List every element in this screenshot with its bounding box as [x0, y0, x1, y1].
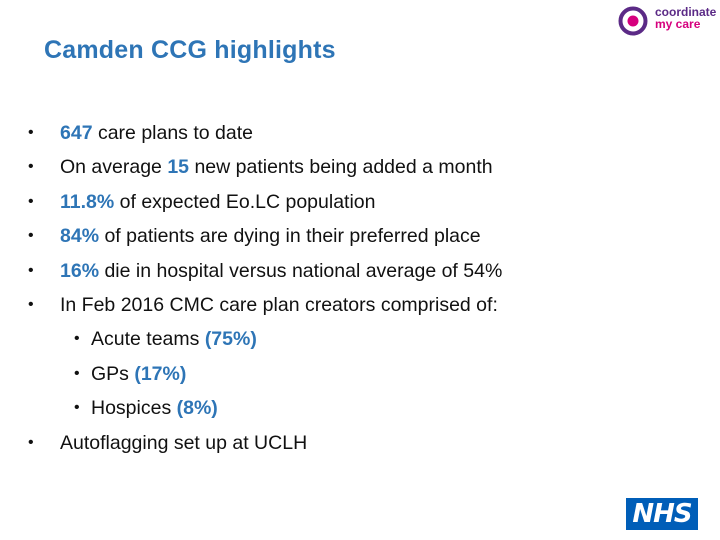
- bullet-text: 16% die in hospital versus national aver…: [60, 257, 502, 285]
- bullet-dot-icon: •: [28, 192, 34, 210]
- highlighted-figure: 15: [167, 156, 190, 179]
- bullet-text: GPs (17%): [91, 360, 186, 388]
- bullet-text: Hospices (8%): [91, 394, 218, 422]
- bullet-dot-icon: •: [74, 364, 80, 382]
- bullet-text-part: In Feb 2016 CMC care plan creators compr…: [60, 293, 498, 316]
- logo-line-1: coordinate: [655, 5, 717, 19]
- bullet-text: In Feb 2016 CMC care plan creators compr…: [60, 291, 498, 319]
- bullet-text-part: of patients are dying in their preferred…: [99, 225, 481, 248]
- bullet-text-part: On average: [60, 156, 168, 179]
- highlighted-figure: 11.8%: [60, 190, 115, 213]
- bullet-text: 647 care plans to date: [60, 119, 253, 147]
- bullet-dot-icon: •: [28, 295, 34, 313]
- bullet-dot-icon: •: [28, 158, 34, 176]
- nhs-logo-icon: NHS: [626, 498, 698, 530]
- bullet-text: 11.8% of expected Eo.LC population: [60, 188, 376, 216]
- bullet-text-part: die in hospital versus national average …: [99, 259, 503, 282]
- bullet-text: 84% of patients are dying in their prefe…: [60, 222, 481, 250]
- bullet-text-part: of expected Eo.LC population: [114, 190, 376, 213]
- coordinate-my-care-logo: coordinate my care: [618, 4, 718, 38]
- bullet-dot-icon: •: [74, 330, 80, 348]
- bullet-dot-icon: •: [28, 261, 34, 279]
- highlighted-figure: 647: [60, 122, 93, 144]
- bullet-text-part: Hospices: [91, 397, 177, 420]
- highlighted-figure: 84%: [60, 225, 100, 248]
- cmc-ring-logo-icon: [618, 6, 648, 36]
- highlighted-figure: (75%): [204, 328, 257, 351]
- highlighted-figure: 16%: [60, 259, 100, 282]
- highlighted-figure: (17%): [134, 362, 187, 385]
- bullet-dot-icon: •: [28, 227, 34, 245]
- bullet-text: Acute teams (75%): [91, 325, 257, 353]
- bullet-text-part: Autoflagging set up at UCLH: [60, 431, 308, 454]
- slide-title: Camden CCG highlights: [44, 36, 336, 64]
- logo-text: coordinate my care: [655, 6, 716, 30]
- bullet-text: On average 15 new patients being added a…: [60, 153, 493, 181]
- bullet-dot-icon: •: [28, 433, 34, 451]
- bullet-text-part: new patients being added a month: [189, 156, 493, 179]
- bullet-dot-icon: •: [28, 124, 34, 141]
- bullet-text-part: care plans to date: [92, 122, 253, 144]
- bullet-text: Autoflagging set up at UCLH: [60, 429, 307, 457]
- bullet-dot-icon: •: [74, 399, 80, 417]
- bullet-text-part: Acute teams: [91, 328, 205, 351]
- bullet-text-part: GPs: [91, 362, 135, 385]
- highlighted-figure: (8%): [176, 397, 218, 420]
- logo-line-2: my care: [655, 17, 701, 31]
